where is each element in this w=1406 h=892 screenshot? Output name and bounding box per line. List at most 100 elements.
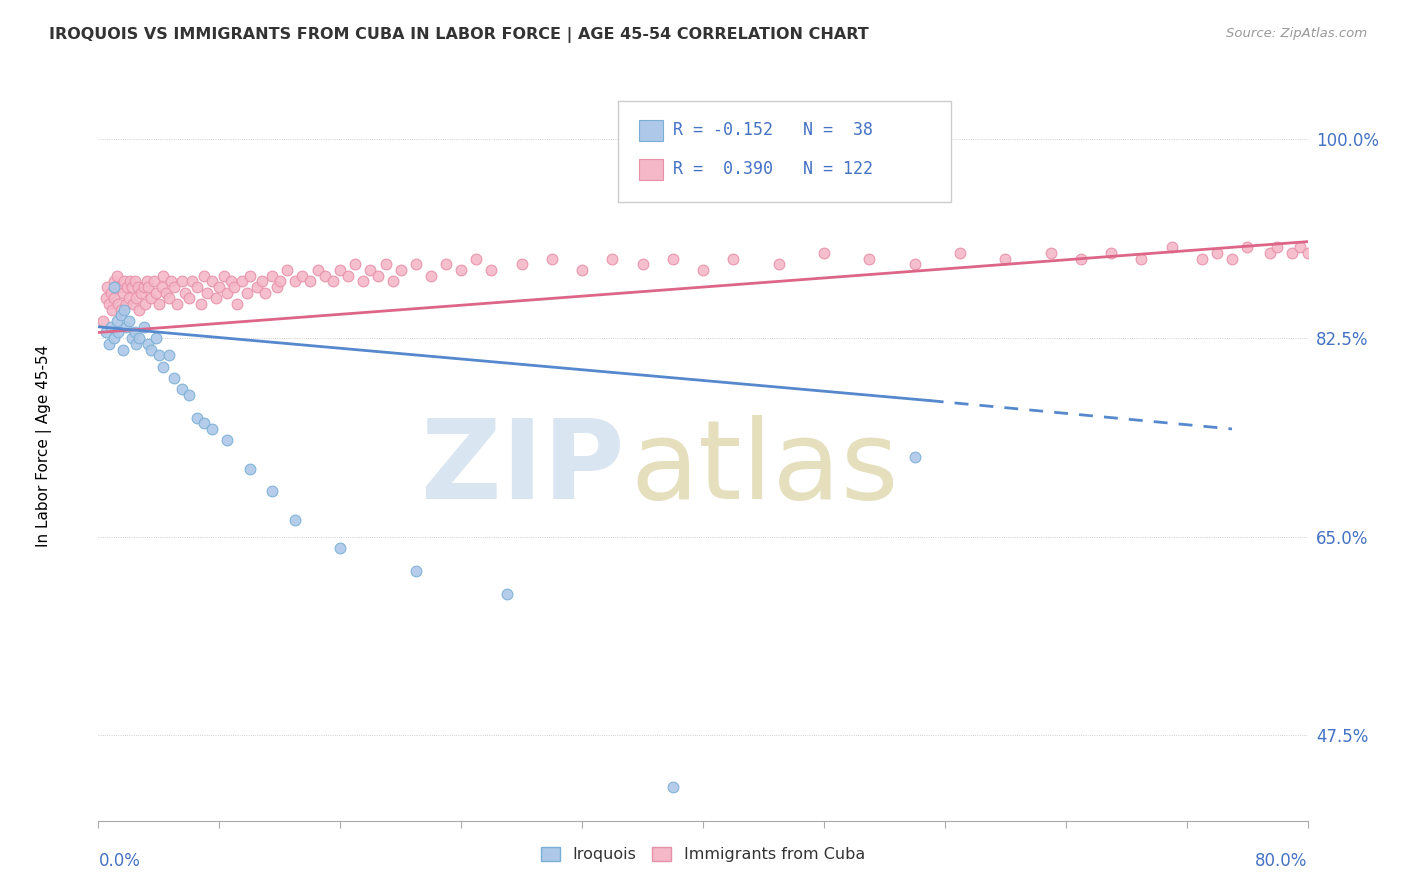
Point <box>160 274 183 288</box>
Point <box>994 252 1017 266</box>
Point <box>100 285 122 300</box>
Point <box>1191 252 1213 266</box>
Point <box>136 336 159 351</box>
Point <box>450 263 472 277</box>
Point <box>124 326 146 340</box>
Text: R = -0.152   N =  38: R = -0.152 N = 38 <box>672 120 873 139</box>
Text: atlas: atlas <box>630 415 898 522</box>
Point <box>135 274 157 288</box>
Point <box>389 263 412 277</box>
Point <box>179 292 201 306</box>
Point <box>374 257 396 271</box>
Point <box>98 297 121 311</box>
Point <box>1267 240 1289 254</box>
Point <box>205 292 228 306</box>
Point <box>114 319 136 334</box>
Point <box>1312 235 1334 249</box>
Point <box>193 417 215 431</box>
Point <box>124 274 146 288</box>
Point <box>226 297 249 311</box>
Point <box>235 285 257 300</box>
Point <box>152 359 174 374</box>
Point <box>105 268 128 283</box>
Point <box>105 314 128 328</box>
Point <box>145 331 167 345</box>
Point <box>1341 235 1364 249</box>
Point <box>253 285 276 300</box>
Point <box>1236 240 1258 254</box>
Point <box>110 302 132 317</box>
Point <box>269 274 291 288</box>
Point <box>107 326 129 340</box>
Point <box>239 461 262 475</box>
Point <box>163 280 186 294</box>
Point <box>284 274 307 288</box>
Point <box>360 263 382 277</box>
Point <box>481 263 503 277</box>
Point <box>344 257 367 271</box>
Point <box>571 263 593 277</box>
Point <box>112 302 135 317</box>
Point <box>420 268 443 283</box>
Point <box>540 252 562 266</box>
Point <box>1039 246 1062 260</box>
Point <box>510 257 533 271</box>
Point <box>434 257 457 271</box>
Point <box>322 274 344 288</box>
Point <box>91 314 114 328</box>
FancyBboxPatch shape <box>619 102 950 202</box>
Point <box>110 309 132 323</box>
Point <box>125 292 148 306</box>
Point <box>103 292 125 306</box>
Point <box>239 268 262 283</box>
Point <box>813 246 835 260</box>
Bar <box>638 159 664 180</box>
Point <box>129 285 152 300</box>
Point <box>352 274 374 288</box>
Point <box>1372 235 1395 249</box>
Point <box>329 541 352 556</box>
Point <box>405 564 427 578</box>
Point <box>329 263 352 277</box>
Point <box>118 292 141 306</box>
Point <box>904 257 927 271</box>
Point <box>382 274 405 288</box>
Point <box>405 257 427 271</box>
Point <box>262 484 284 499</box>
Point <box>661 780 683 794</box>
Point <box>904 450 927 465</box>
Point <box>299 274 322 288</box>
Point <box>173 285 195 300</box>
Point <box>195 285 218 300</box>
Point <box>103 331 125 345</box>
Point <box>1206 246 1229 260</box>
Point <box>136 280 159 294</box>
Text: ZIP: ZIP <box>420 415 624 522</box>
Point <box>132 280 155 294</box>
Point <box>111 343 134 357</box>
Point <box>186 410 208 425</box>
Point <box>190 297 212 311</box>
Point <box>336 268 359 283</box>
Point <box>148 297 170 311</box>
Point <box>103 274 125 288</box>
Point <box>122 297 145 311</box>
Point <box>132 319 155 334</box>
Point <box>367 268 389 283</box>
Point <box>115 280 138 294</box>
Text: IROQUOIS VS IMMIGRANTS FROM CUBA IN LABOR FORCE | AGE 45-54 CORRELATION CHART: IROQUOIS VS IMMIGRANTS FROM CUBA IN LABO… <box>49 27 869 43</box>
Point <box>495 586 517 600</box>
Point <box>768 257 790 271</box>
Point <box>94 326 117 340</box>
Point <box>1327 240 1350 254</box>
Point <box>148 348 170 362</box>
Point <box>291 268 314 283</box>
Point <box>201 274 224 288</box>
Point <box>1130 252 1153 266</box>
Point <box>128 302 150 317</box>
Point <box>155 285 177 300</box>
Point <box>858 252 880 266</box>
Point <box>1070 252 1092 266</box>
Point <box>246 280 269 294</box>
Point <box>215 285 238 300</box>
